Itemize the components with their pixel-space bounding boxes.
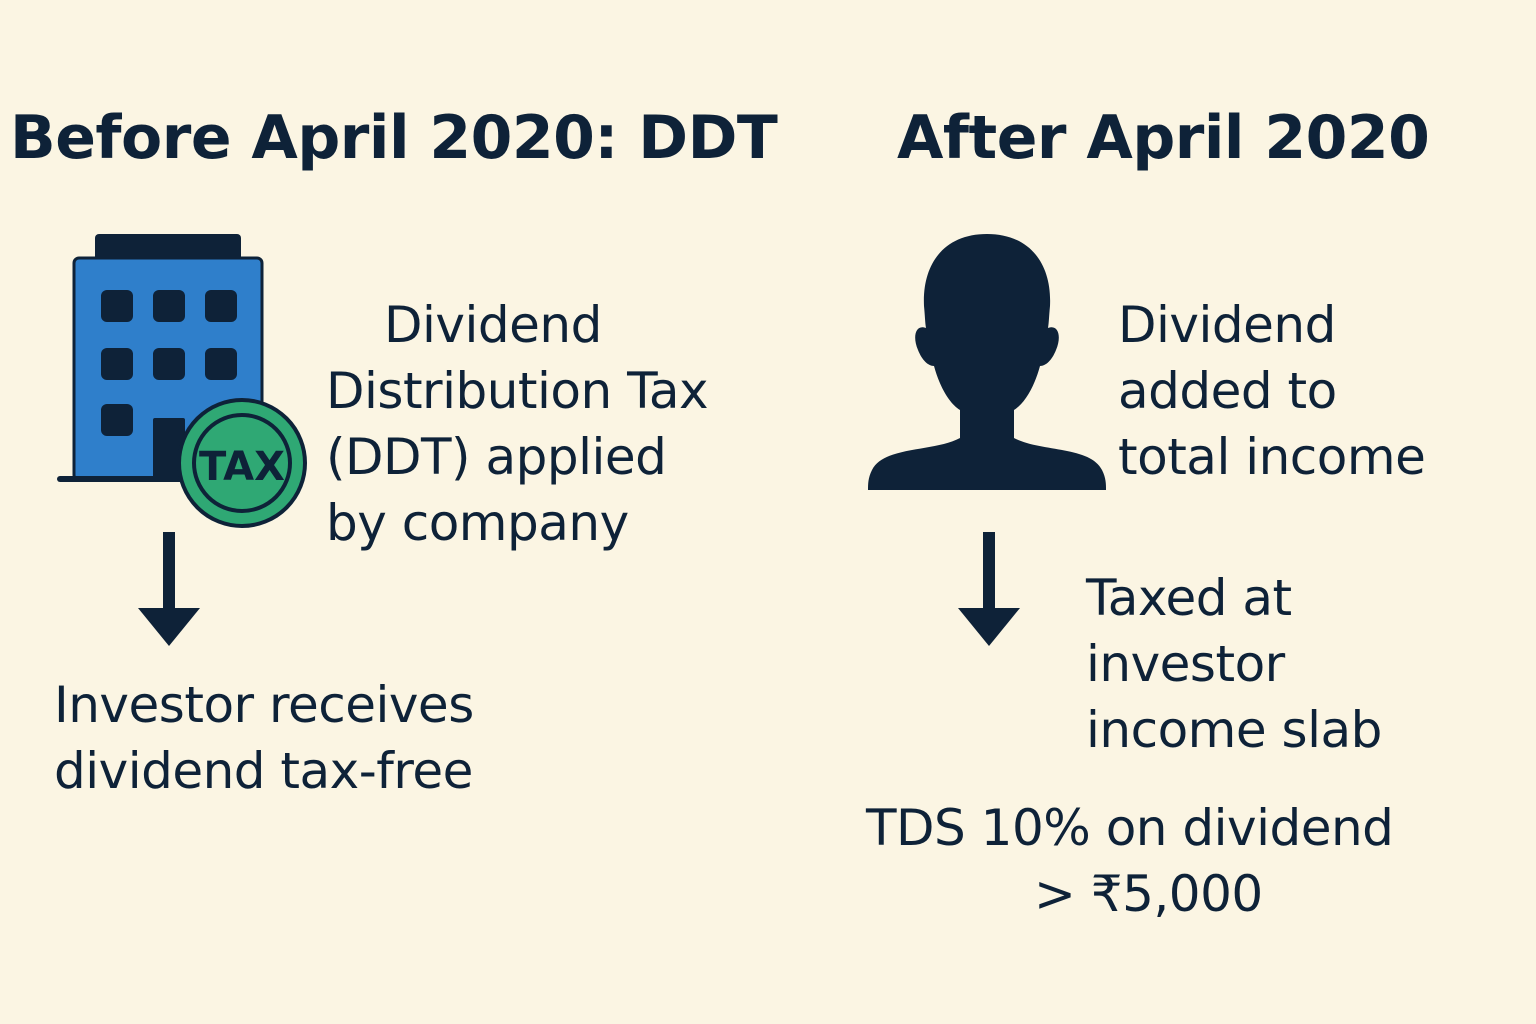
dividend-income-text: Dividend added to total income bbox=[1118, 292, 1426, 490]
tds-line: TDS 10% on dividend bbox=[866, 799, 1394, 857]
tax-badge-label: TAX bbox=[199, 444, 285, 490]
tds-line: > ₹5,000 bbox=[1034, 865, 1263, 923]
ddt-line: Distribution Tax bbox=[326, 362, 709, 420]
arrow-down-icon bbox=[138, 532, 200, 646]
income-line: Dividend bbox=[1118, 296, 1336, 354]
before-heading: Before April 2020: DDT bbox=[10, 103, 778, 173]
slab-line: investor bbox=[1086, 635, 1285, 693]
slab-line: Taxed at bbox=[1086, 569, 1292, 627]
arrow-down-icon bbox=[958, 532, 1020, 646]
office-building-icon: TAX bbox=[57, 234, 307, 528]
investor-tax-free-text: Investor receives dividend tax-free bbox=[54, 672, 474, 804]
person-silhouette-icon bbox=[868, 234, 1106, 490]
ddt-line: Dividend bbox=[384, 296, 602, 354]
ddt-description: Dividend Distribution Tax (DDT) applied … bbox=[326, 292, 709, 556]
tds-text: TDS 10% on dividend > ₹5,000 bbox=[866, 795, 1394, 927]
income-line: added to bbox=[1118, 362, 1337, 420]
investor-line: dividend tax-free bbox=[54, 742, 473, 800]
after-heading: After April 2020 bbox=[897, 103, 1430, 173]
ddt-line: (DDT) applied bbox=[326, 428, 667, 486]
investor-line: Investor receives bbox=[54, 676, 474, 734]
ddt-line: by company bbox=[326, 494, 629, 552]
tax-coin-icon: TAX bbox=[177, 398, 307, 528]
income-slab-text: Taxed at investor income slab bbox=[1086, 565, 1382, 763]
slab-line: income slab bbox=[1086, 701, 1382, 759]
income-line: total income bbox=[1118, 428, 1426, 486]
